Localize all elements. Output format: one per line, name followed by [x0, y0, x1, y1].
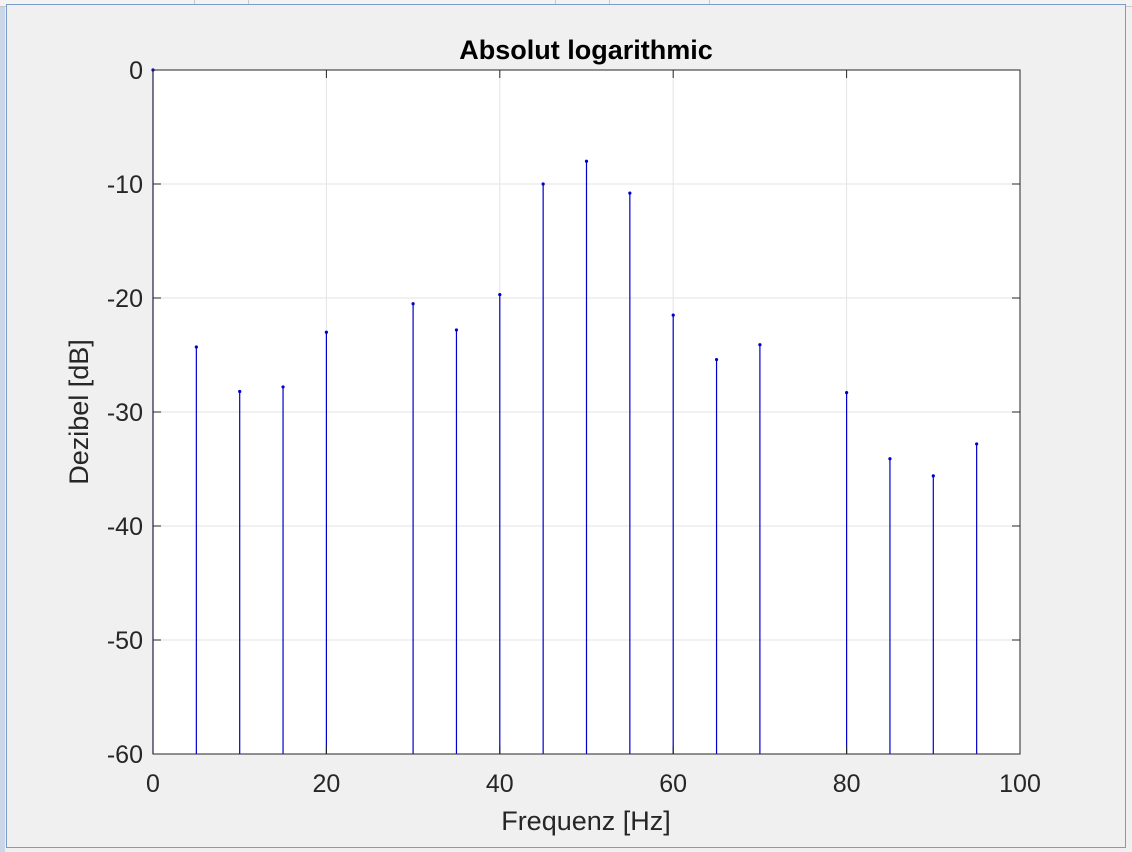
x-tick-label: 20	[312, 770, 340, 798]
stem-marker	[671, 313, 675, 317]
x-tick-label: 60	[659, 770, 687, 798]
stem-marker	[628, 191, 632, 195]
y-tick-label: -10	[107, 171, 143, 199]
tick-labels: 0 20 40 60 80 100 0 -10 -20 -30 -40 -50 -60	[107, 57, 1041, 798]
stem-marker	[324, 330, 328, 334]
toolbar-separator	[609, 0, 610, 5]
stem-marker	[454, 328, 459, 332]
stem-marker	[714, 357, 719, 362]
y-tick-label: -40	[107, 513, 143, 541]
x-tick-label: 40	[486, 770, 514, 798]
stem-marker	[541, 182, 545, 186]
toolbar-separator	[248, 0, 249, 5]
window-left-edge	[0, 0, 5, 852]
stem-marker	[194, 345, 198, 349]
stem-marker	[975, 442, 979, 446]
stem-marker	[758, 343, 762, 347]
stem-marker	[281, 385, 285, 389]
x-tick-label: 100	[999, 770, 1041, 798]
x-tick-label: 80	[833, 770, 861, 798]
y-axis-label: Dezibel [dB]	[64, 339, 94, 485]
stem-marker	[584, 159, 589, 163]
y-tick-label: -20	[107, 285, 143, 313]
toolbar-separator	[709, 0, 710, 5]
x-tick-label: 0	[146, 770, 160, 798]
toolbar-separator	[555, 0, 556, 5]
chart-title: Absolut logarithmic	[459, 35, 713, 65]
y-tick-label: -60	[107, 741, 143, 769]
stem-marker	[411, 302, 415, 306]
axis-ticks	[152, 69, 1021, 755]
stem-marker	[931, 474, 935, 478]
y-tick-label: 0	[129, 57, 143, 85]
y-tick-label: -30	[107, 399, 143, 427]
x-axis-label: Frequenz [Hz]	[501, 806, 671, 836]
stem-marker	[238, 389, 242, 394]
stem-marker	[888, 457, 892, 461]
stem-marker	[845, 391, 849, 395]
y-tick-label: -50	[107, 627, 143, 655]
toolbar-separator	[194, 0, 195, 5]
stem-marker	[498, 292, 502, 297]
